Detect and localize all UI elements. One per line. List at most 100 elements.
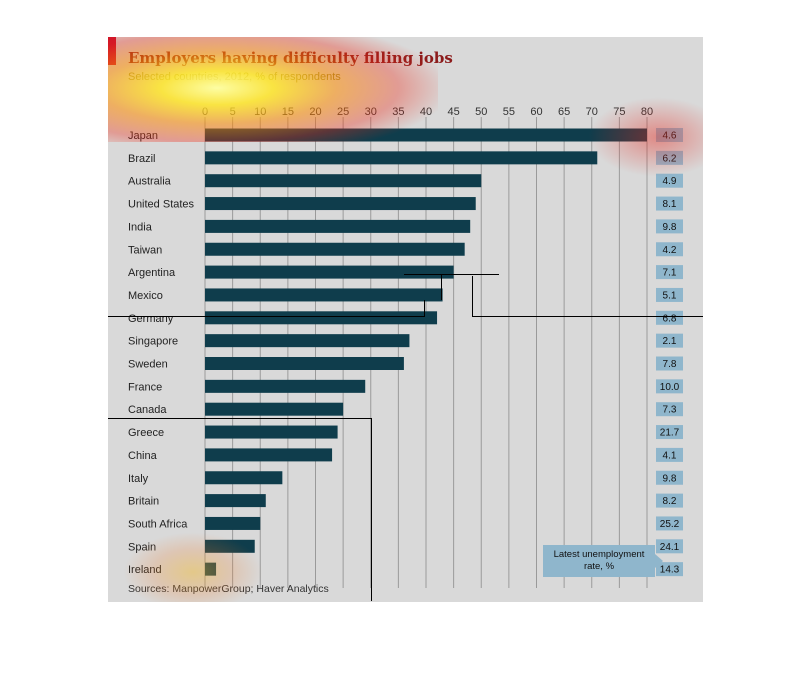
category-label: Italy bbox=[128, 473, 149, 485]
category-label: Greece bbox=[128, 427, 164, 439]
category-label: Australia bbox=[128, 176, 172, 188]
unemployment-value: 8.1 bbox=[663, 199, 677, 210]
bar bbox=[205, 539, 255, 553]
x-tick-label: 45 bbox=[448, 106, 460, 118]
unemployment-value: 24.1 bbox=[660, 542, 680, 553]
category-label: United States bbox=[128, 199, 195, 211]
unemployment-box bbox=[656, 402, 683, 417]
unemployment-box bbox=[656, 287, 683, 302]
category-label: Canada bbox=[128, 404, 167, 416]
unemployment-box bbox=[656, 196, 683, 211]
unemployment-box bbox=[656, 470, 683, 485]
unemployment-value: 8.2 bbox=[663, 496, 677, 507]
bar bbox=[205, 311, 438, 325]
unemployment-box bbox=[656, 356, 683, 371]
bar bbox=[205, 128, 647, 142]
unemployment-value: 4.1 bbox=[663, 450, 677, 461]
unemployment-value: 9.8 bbox=[663, 473, 677, 484]
unemployment-value: 7.3 bbox=[663, 405, 677, 416]
unemployment-value: 25.2 bbox=[660, 519, 680, 530]
x-tick-label: 25 bbox=[337, 106, 349, 118]
category-label: India bbox=[128, 221, 153, 233]
x-tick-label: 40 bbox=[420, 106, 432, 118]
unemployment-value: 7.8 bbox=[663, 359, 677, 370]
x-tick-label: 35 bbox=[392, 106, 404, 118]
unemployment-value: 7.1 bbox=[663, 268, 677, 279]
unemployment-box bbox=[656, 128, 683, 142]
unemployment-box bbox=[656, 219, 683, 234]
x-tick-label: 55 bbox=[503, 106, 515, 118]
unemployment-value: 2.1 bbox=[663, 336, 677, 347]
unemployment-box bbox=[656, 265, 683, 280]
x-tick-label: 30 bbox=[365, 106, 377, 118]
bar bbox=[205, 448, 333, 462]
unemployment-value: 6.2 bbox=[663, 153, 677, 164]
bar bbox=[205, 288, 443, 302]
bar bbox=[205, 425, 338, 439]
unemployment-legend: Latest unemployment rate, % bbox=[543, 545, 655, 577]
bar bbox=[205, 174, 482, 188]
category-label: Singapore bbox=[128, 336, 178, 348]
unemployment-box bbox=[656, 516, 683, 531]
category-label: Brazil bbox=[128, 153, 156, 165]
bar bbox=[205, 151, 598, 165]
unemployment-value: 10.0 bbox=[660, 382, 680, 393]
bar-chart: 0 5 10 15 20 25 30 35 40 45 50 55 60 65 70 75 80 Japan 4.6… bbox=[128, 106, 683, 588]
category-label: Taiwan bbox=[128, 244, 162, 256]
legend-arrow-icon bbox=[655, 554, 663, 568]
bar bbox=[205, 219, 471, 233]
x-tick-label: 70 bbox=[586, 106, 598, 118]
x-tick-label: 65 bbox=[558, 106, 570, 118]
unemployment-value: 4.2 bbox=[663, 245, 677, 256]
unemployment-box bbox=[656, 447, 683, 462]
bar bbox=[205, 379, 366, 393]
category-label: China bbox=[128, 450, 158, 462]
x-tick-label: 60 bbox=[530, 106, 542, 118]
x-tick-label: 5 bbox=[230, 106, 236, 118]
unemployment-value: 4.9 bbox=[663, 176, 677, 187]
bar bbox=[205, 357, 404, 370]
x-tick-label: 75 bbox=[613, 106, 625, 118]
bar bbox=[205, 562, 217, 576]
unemployment-box bbox=[656, 242, 683, 257]
unemployment-value: 4.6 bbox=[663, 131, 677, 142]
category-label: Sweden bbox=[128, 359, 168, 371]
x-tick-label: 20 bbox=[309, 106, 321, 118]
bar bbox=[205, 516, 261, 530]
bar bbox=[205, 494, 266, 508]
bar bbox=[205, 265, 454, 279]
bar bbox=[205, 334, 410, 348]
unemployment-value: 5.1 bbox=[663, 290, 677, 301]
bar bbox=[205, 402, 344, 416]
bar bbox=[205, 197, 476, 211]
category-label: South Africa bbox=[128, 518, 188, 530]
bar bbox=[205, 242, 465, 256]
chart-panel: Employers having difficulty filling jobs… bbox=[108, 37, 703, 602]
category-label: Britain bbox=[128, 496, 159, 508]
unemployment-box bbox=[656, 150, 683, 165]
category-label: Germany bbox=[128, 313, 174, 325]
category-label: Spain bbox=[128, 541, 156, 553]
source-note: Sources: ManpowerGroup; Haver Analytics bbox=[128, 583, 329, 595]
x-tick-label: 0 bbox=[202, 106, 208, 118]
x-tick-label: 10 bbox=[254, 106, 266, 118]
unemployment-box bbox=[656, 425, 683, 440]
category-label: Ireland bbox=[128, 564, 162, 576]
unemployment-box bbox=[656, 493, 683, 508]
x-tick-label: 15 bbox=[282, 106, 294, 118]
unemployment-box bbox=[656, 310, 683, 325]
category-label: Japan bbox=[128, 130, 158, 142]
bar bbox=[205, 471, 283, 485]
unemployment-box bbox=[656, 379, 683, 394]
x-tick-label: 50 bbox=[475, 106, 487, 118]
unemployment-box bbox=[656, 539, 683, 554]
x-tick-label: 80 bbox=[641, 106, 653, 118]
unemployment-value: 21.7 bbox=[660, 428, 680, 439]
unemployment-box bbox=[656, 333, 683, 348]
unemployment-value: 6.8 bbox=[663, 313, 677, 324]
unemployment-value: 14.3 bbox=[660, 565, 680, 576]
category-label: France bbox=[128, 381, 162, 393]
category-label: Mexico bbox=[128, 290, 163, 302]
unemployment-value: 9.8 bbox=[663, 222, 677, 233]
unemployment-box bbox=[656, 173, 683, 188]
